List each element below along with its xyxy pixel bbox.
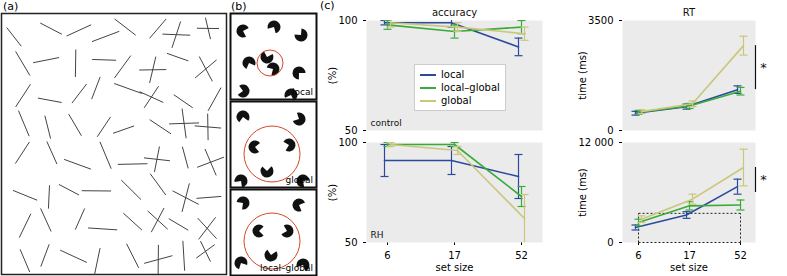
html-text:(c): (c)	[320, 0, 335, 12]
svg-text:local–global: local–global	[260, 263, 313, 273]
svg-text:(%): (%)	[327, 184, 338, 201]
html-text:local–global: local–global	[441, 82, 500, 93]
svg-text:accuracy: accuracy	[432, 7, 477, 18]
svg-text:(a): (a)	[3, 0, 18, 13]
svg-text:6: 6	[384, 250, 390, 261]
svg-text:global: global	[286, 175, 313, 185]
svg-text:52: 52	[515, 250, 528, 261]
svg-text:3500: 3500	[588, 15, 613, 26]
svg-text:(%): (%)	[327, 67, 338, 84]
svg-text:time (ms): time (ms)	[577, 168, 588, 217]
svg-text:set size: set size	[670, 262, 708, 273]
svg-text:*: *	[760, 172, 767, 187]
svg-text:100: 100	[338, 137, 357, 148]
svg-text:17: 17	[448, 250, 461, 261]
svg-text:time (ms): time (ms)	[577, 51, 588, 100]
svg-text:6: 6	[635, 250, 641, 261]
svg-text:12 000: 12 000	[579, 137, 614, 148]
svg-text:(b): (b)	[231, 0, 247, 13]
svg-text:50: 50	[345, 237, 358, 248]
svg-text:RT: RT	[683, 7, 696, 18]
html-text:local: local	[441, 69, 465, 80]
svg-text:50: 50	[345, 125, 358, 136]
svg-text:0: 0	[607, 125, 613, 136]
svg-text:17: 17	[683, 250, 696, 261]
svg-text:RH: RH	[371, 230, 384, 240]
svg-text:local: local	[292, 87, 313, 97]
svg-text:set size: set size	[436, 262, 474, 273]
html-text:global: global	[441, 95, 472, 106]
svg-text:*: *	[760, 60, 767, 75]
svg-text:0: 0	[607, 237, 613, 248]
svg-text:100: 100	[338, 15, 357, 26]
svg-text:control: control	[371, 118, 402, 128]
svg-text:52: 52	[734, 250, 747, 261]
